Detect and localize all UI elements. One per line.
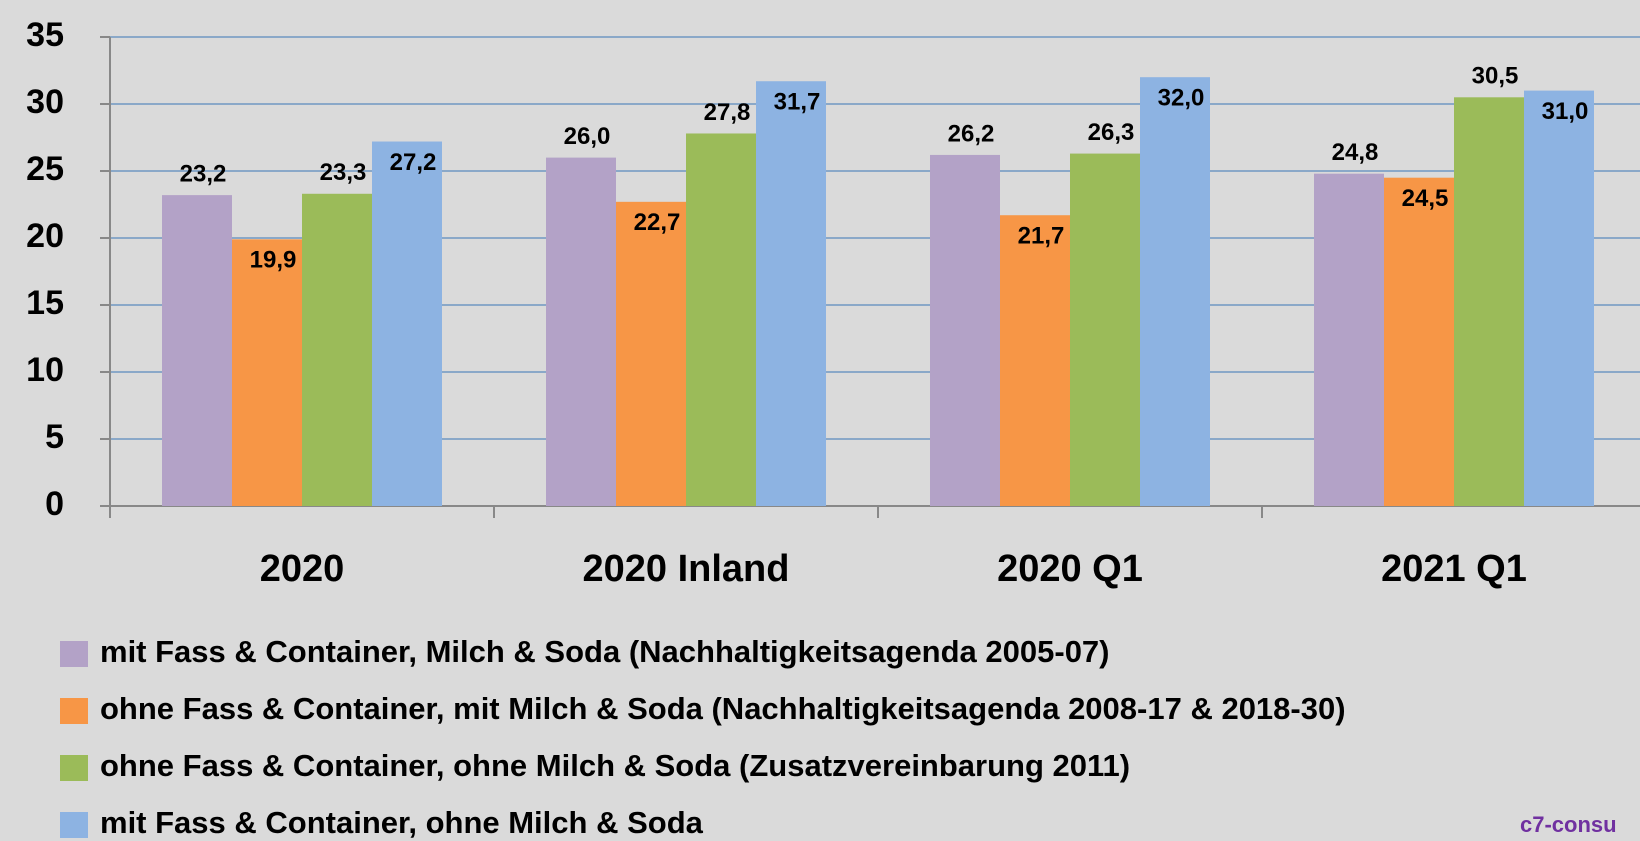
legend-swatch [60, 698, 88, 724]
legend-label: ohne Fass & Container, mit Milch & Soda … [100, 691, 1346, 726]
bar [1454, 97, 1524, 507]
bar [756, 81, 826, 506]
bar [162, 195, 232, 506]
bar [1070, 153, 1140, 506]
value-label: 19,9 [250, 247, 297, 274]
value-label: 23,3 [320, 159, 367, 186]
y-tick-label: 20 [26, 217, 64, 255]
legend-label: mit Fass & Container, ohne Milch & Soda [100, 805, 704, 840]
value-label: 32,0 [1158, 85, 1205, 112]
value-label: 31,7 [774, 89, 821, 116]
x-tick-label: 2020 Inland [583, 548, 790, 590]
watermark: c7-consu [1520, 812, 1617, 837]
y-tick-label: 0 [45, 485, 64, 523]
value-label: 23,2 [180, 160, 227, 187]
value-label: 26,3 [1088, 119, 1135, 146]
value-label: 22,7 [634, 209, 681, 236]
x-tick-label: 2020 Q1 [997, 548, 1143, 590]
y-tick-label: 15 [26, 284, 64, 322]
bar [232, 239, 302, 506]
value-label: 31,0 [1542, 98, 1589, 125]
bar [1524, 90, 1594, 506]
bar [1140, 77, 1210, 506]
value-label: 21,7 [1018, 223, 1065, 250]
bar [372, 141, 442, 506]
bar [1314, 173, 1384, 506]
bar [616, 201, 686, 506]
bar [930, 154, 1000, 507]
y-tick-label: 30 [26, 83, 64, 121]
bar [546, 157, 616, 506]
value-label: 26,0 [564, 123, 611, 150]
bar [1384, 177, 1454, 506]
value-label: 30,5 [1472, 63, 1519, 90]
value-label: 24,8 [1332, 139, 1379, 166]
value-label: 27,8 [704, 99, 751, 126]
value-label: 27,2 [390, 149, 437, 176]
legend-label: ohne Fass & Container, ohne Milch & Soda… [100, 748, 1130, 783]
legend-swatch [60, 641, 88, 667]
y-tick-label: 25 [26, 150, 64, 188]
value-label: 26,2 [948, 120, 995, 147]
bar [686, 133, 756, 507]
value-label: 24,5 [1402, 185, 1449, 212]
y-tick-label: 10 [26, 351, 64, 389]
y-tick-label: 5 [45, 418, 64, 456]
x-tick-label: 2021 Q1 [1381, 548, 1527, 590]
legend-swatch [60, 755, 88, 781]
x-tick-label: 2020 [260, 548, 345, 590]
legend-label: mit Fass & Container, Milch & Soda (Nach… [100, 634, 1110, 669]
bar [302, 193, 372, 506]
bar [1000, 215, 1070, 506]
legend-swatch [60, 812, 88, 838]
y-tick-label: 35 [26, 16, 64, 54]
